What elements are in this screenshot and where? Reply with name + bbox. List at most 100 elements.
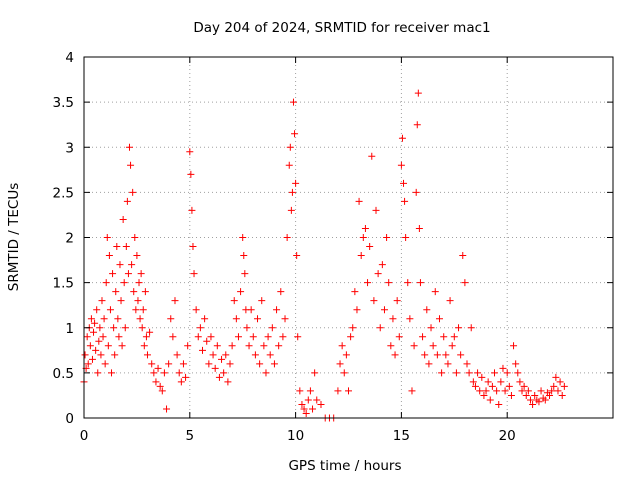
data-point [139,306,147,314]
data-point [291,130,299,138]
data-point [256,360,264,368]
data-point [129,188,137,196]
data-point [493,387,501,395]
data-point [419,333,427,341]
data-point [285,161,293,169]
data-point [423,306,431,314]
data-point [211,364,219,372]
data-point [156,382,164,390]
data-point [488,382,496,390]
data-point [385,279,393,287]
data-point [158,387,166,395]
data-point [112,288,120,296]
data-point [128,261,136,269]
grid-lines [84,57,613,418]
plot-frame [83,56,614,419]
data-point [104,342,112,350]
y-tick-label: 1 [65,321,74,337]
data-point [518,387,526,395]
data-point [124,270,132,278]
data-point [245,342,253,350]
data-point [391,351,399,359]
data-point [254,315,262,323]
data-point [240,252,248,260]
data-point [467,324,475,332]
x-tick-label: 5 [186,428,195,444]
data-point [444,360,452,368]
data-point [116,261,124,269]
data-point [167,315,175,323]
data-point [251,351,259,359]
data-point [205,360,213,368]
data-point [287,206,295,214]
data-point [317,400,325,408]
data-point [415,224,423,232]
axis-ticks: 0 0.5 1 1.5 2 2.5 3 3.5 4 0 5 10 15 20 [53,50,613,444]
data-point [136,315,144,323]
y-tick-label: 1.5 [53,276,74,292]
data-point [143,351,151,359]
data-point [87,315,95,323]
data-point [103,234,111,241]
data-point [374,270,382,278]
data-point [277,288,285,296]
data-point [435,315,443,323]
data-point [101,360,109,368]
data-point [300,405,308,413]
data-point [361,224,369,232]
data-point [510,342,518,350]
data-point [194,333,202,341]
data-point [114,315,122,323]
data-point [222,351,230,359]
data-point [266,351,274,359]
data-point [351,288,359,296]
data-point [400,179,408,187]
data-point [414,89,422,97]
data-point [465,369,473,377]
data-point [146,328,154,336]
data-point [196,324,204,332]
data-point [433,351,441,359]
x-axis-label: GPS time / hours [288,458,401,474]
data-point [150,369,158,377]
data-point [264,333,272,341]
data-point [137,270,145,278]
data-point [338,342,346,350]
data-point [393,297,401,305]
data-point [148,360,156,368]
data-point [184,342,192,350]
data-point [474,369,482,377]
data-point [520,382,528,390]
data-points [80,89,568,422]
data-point [355,197,363,205]
data-point [109,270,117,278]
data-point [535,398,543,406]
data-point [152,378,160,386]
data-point [209,351,217,359]
data-point [302,409,310,417]
data-point [132,306,140,314]
data-point [306,387,314,395]
data-point [469,378,477,386]
data-point [226,360,234,368]
data-point [425,360,433,368]
data-point [154,364,162,372]
data-point [179,360,187,368]
x-tick-label: 15 [393,428,410,444]
data-point [234,333,242,341]
data-point [537,387,545,395]
data-point [182,373,190,381]
data-point [169,333,177,341]
data-point [389,315,397,323]
data-point [83,333,91,341]
data-point [514,369,522,377]
y-tick-label: 0 [65,411,74,427]
data-point [133,252,141,260]
data-point [95,337,103,345]
data-point [119,215,127,223]
y-tick-label: 2 [65,231,74,247]
data-point [111,351,119,359]
data-point [526,396,534,404]
data-point [368,152,376,160]
data-point [304,396,312,404]
